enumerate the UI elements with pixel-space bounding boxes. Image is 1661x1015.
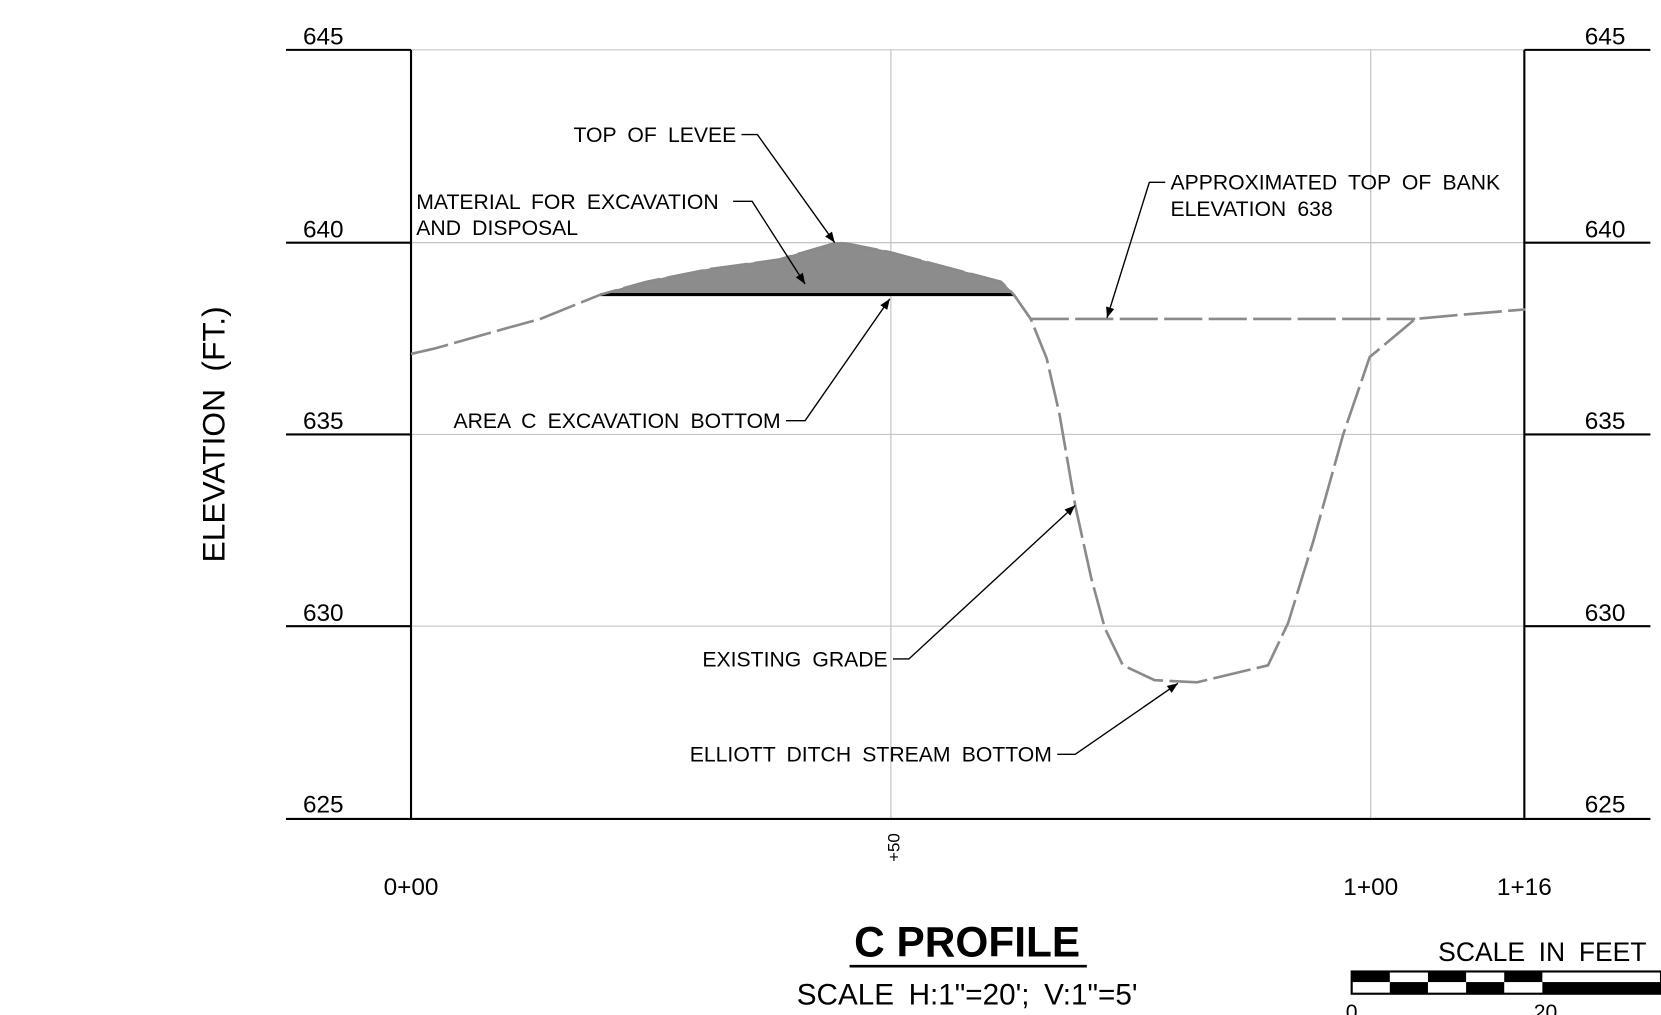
scale-title: SCALE IN FEET	[1438, 937, 1646, 967]
leader	[741, 133, 836, 244]
elevation-label: 635	[303, 408, 344, 435]
elevation-label: 630	[303, 600, 344, 627]
axis-title: ELEVATION (FT.)	[196, 306, 232, 562]
station-label: +50	[884, 833, 903, 862]
existing-grade	[410, 241, 1526, 684]
elevation-label: 640	[303, 216, 344, 243]
leader	[892, 504, 1076, 660]
elevation-label: 625	[1585, 792, 1626, 819]
elevation-label: 635	[1585, 408, 1626, 435]
scale-bar	[1350, 970, 1661, 995]
elevation-label: 625	[303, 792, 344, 819]
leader	[733, 200, 806, 285]
annotation: MATERIAL FOR EXCAVATION	[416, 191, 718, 214]
leader	[1057, 682, 1179, 756]
annotation: AND DISPOSAL	[416, 217, 578, 240]
annotation: EXISTING GRADE	[702, 648, 887, 671]
annotation: ELEVATION 638	[1171, 198, 1333, 221]
subtitle: SCALE H:1"=20'; V:1"=5'	[797, 978, 1138, 1011]
grid	[411, 49, 1525, 819]
annotation: APPROXIMATED TOP OF BANK	[1171, 172, 1501, 195]
station-label: 0+00	[384, 874, 439, 901]
scale-label: 0	[1346, 1001, 1358, 1015]
annotation: ELLIOTT DITCH STREAM BOTTOM	[690, 744, 1052, 767]
elevation-label: 640	[1585, 216, 1626, 243]
station-label: 1+16	[1497, 874, 1552, 901]
elevation-label: 630	[1585, 600, 1626, 627]
frame	[286, 48, 1651, 820]
station-label: 1+00	[1343, 874, 1398, 901]
annotation: AREA C EXCAVATION BOTTOM	[453, 410, 780, 433]
leader	[786, 298, 891, 422]
annotation: TOP OF LEVEE	[573, 124, 736, 147]
leader	[1106, 181, 1166, 319]
title: C PROFILE	[854, 919, 1080, 966]
elevation-label: 645	[303, 24, 344, 51]
elevation-label: 645	[1585, 24, 1626, 51]
scale-label: 20	[1534, 1001, 1558, 1015]
